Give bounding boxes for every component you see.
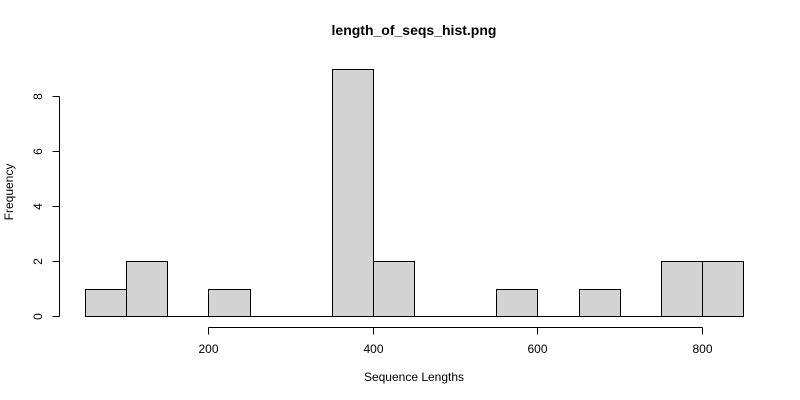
y-tick-label: 0 bbox=[31, 313, 45, 320]
chart-title: length_of_seqs_hist.png bbox=[332, 22, 497, 38]
histogram-bar bbox=[208, 289, 251, 317]
histogram-bar bbox=[332, 69, 374, 317]
x-tick-label: 600 bbox=[527, 342, 547, 356]
histogram-bars bbox=[85, 69, 744, 317]
histogram-bar bbox=[85, 289, 127, 317]
x-tick-label: 800 bbox=[692, 342, 712, 356]
histogram-bar bbox=[661, 261, 703, 317]
y-tick-label: 6 bbox=[31, 148, 45, 155]
histogram-bar bbox=[126, 261, 168, 317]
y-tick-label: 2 bbox=[31, 258, 45, 265]
x-axis: 200 400 600 800 bbox=[198, 327, 713, 356]
histogram-bar bbox=[373, 261, 415, 317]
histogram-bar bbox=[496, 289, 538, 317]
y-tick-label: 8 bbox=[31, 93, 45, 100]
x-tick-label: 400 bbox=[363, 342, 383, 356]
x-tick-label: 200 bbox=[198, 342, 218, 356]
y-tick-label: 4 bbox=[31, 203, 45, 210]
x-axis-label: Sequence Lengths bbox=[364, 370, 464, 384]
y-axis-label: Frequency bbox=[2, 164, 16, 221]
y-axis: 0 2 4 6 8 bbox=[31, 93, 60, 320]
histogram-bar bbox=[579, 289, 621, 317]
histogram-bar bbox=[702, 261, 744, 317]
